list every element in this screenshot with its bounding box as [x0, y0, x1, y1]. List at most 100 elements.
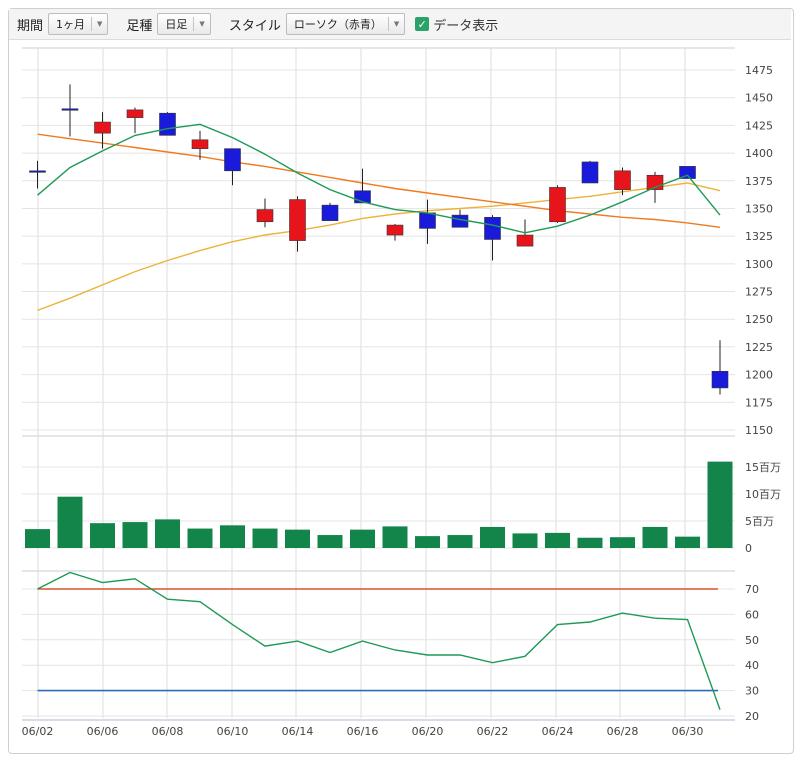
date-tick-label: 06/20	[412, 725, 444, 738]
volume-bar	[447, 535, 473, 548]
interval-select-value: 日足	[165, 18, 188, 31]
volume-tick-label: 10百万	[745, 488, 781, 501]
rsi-tick-label: 20	[745, 710, 759, 723]
volume-bar	[707, 461, 733, 548]
candle-body	[451, 214, 469, 228]
select-separator	[387, 17, 389, 31]
candle-body	[614, 170, 631, 190]
volume-bar	[57, 496, 83, 548]
show-data-label[interactable]: データ表示	[433, 18, 499, 34]
volume-bar	[512, 533, 538, 548]
date-tick-label: 06/08	[152, 725, 184, 738]
volume-bar	[25, 529, 50, 548]
volume-bar	[577, 537, 603, 548]
interval-label: 足種	[126, 18, 153, 34]
style-select[interactable]: ローソク（赤青） ▼	[285, 13, 406, 35]
date-tick-label: 06/24	[542, 725, 574, 738]
candle-body	[321, 204, 339, 221]
chart-panel	[8, 8, 794, 754]
candle-body	[419, 212, 436, 229]
volume-tick-label: 0	[745, 542, 752, 555]
price-tick-label: 1250	[745, 313, 773, 326]
price-tick-label: 1175	[745, 396, 773, 409]
price-tick-label: 1300	[745, 258, 773, 271]
rsi-tick-label: 30	[745, 685, 759, 698]
volume-tick-label: 15百万	[745, 461, 781, 474]
candle-body	[679, 166, 696, 179]
candle-body	[224, 148, 241, 172]
checkmark-icon: ✓	[417, 17, 427, 31]
price-tick-label: 1350	[745, 202, 773, 215]
candle-body	[94, 121, 111, 134]
candle-body	[126, 109, 144, 118]
period-select[interactable]: 1ヶ月 ▼	[48, 13, 109, 35]
candle-body	[516, 234, 534, 247]
candle-body	[289, 199, 306, 241]
select-separator	[91, 17, 93, 31]
price-tick-label: 1450	[745, 92, 773, 105]
rsi-tick-label: 60	[745, 608, 759, 621]
candle-body	[581, 161, 599, 184]
volume-bar	[122, 522, 148, 548]
moving-average-long-line	[37, 182, 721, 312]
date-tick-label: 06/02	[22, 725, 54, 738]
style-label: スタイル	[228, 18, 281, 34]
price-tick-label: 1425	[745, 119, 773, 132]
volume-bar	[415, 536, 440, 548]
candle-body	[386, 224, 404, 236]
volume-bar	[285, 529, 310, 548]
price-tick-label: 1325	[745, 230, 773, 243]
moving-average-mid-line	[37, 133, 721, 228]
date-tick-label: 06/16	[347, 725, 379, 738]
price-tick-label: 1150	[745, 424, 773, 437]
date-tick-label: 06/14	[282, 725, 314, 738]
volume-bar	[382, 526, 408, 548]
date-tick-label: 06/22	[477, 725, 509, 738]
candle-body	[159, 112, 176, 136]
volume-bar	[252, 528, 278, 548]
chevron-down-icon: ▼	[199, 20, 205, 28]
candle-body	[711, 370, 729, 389]
candle-body	[61, 108, 79, 111]
volume-bar	[610, 537, 635, 548]
price-tick-label: 1375	[745, 175, 773, 188]
interval-select[interactable]: 日足 ▼	[157, 13, 211, 35]
candle-body	[29, 170, 46, 173]
price-tick-label: 1475	[745, 64, 773, 77]
price-tick-label: 1200	[745, 369, 773, 382]
period-label: 期間	[17, 18, 44, 34]
date-tick-label: 06/30	[672, 725, 704, 738]
candle-body	[549, 187, 566, 223]
volume-bar	[350, 529, 375, 548]
volume-bar	[675, 536, 700, 548]
select-separator	[193, 17, 195, 31]
rsi-tick-label: 50	[745, 634, 759, 647]
moving-average-short-line	[37, 123, 721, 234]
price-tick-label: 1275	[745, 286, 773, 299]
rsi-tick-label: 70	[745, 583, 759, 596]
volume-tick-label: 5百万	[745, 515, 774, 528]
volume-bar	[220, 525, 245, 548]
volume-bar	[317, 535, 343, 548]
date-tick-label: 06/06	[87, 725, 119, 738]
candle-body	[191, 139, 209, 149]
period-select-value: 1ヶ月	[56, 18, 86, 31]
volume-bar	[642, 526, 668, 548]
candle-body	[256, 209, 274, 223]
show-data-checkbox[interactable]: ✓	[415, 17, 430, 31]
chevron-down-icon: ▼	[97, 20, 103, 28]
rsi-tick-label: 40	[745, 659, 759, 672]
volume-bar	[545, 532, 570, 548]
volume-bar	[155, 519, 180, 548]
price-tick-label: 1400	[745, 147, 773, 160]
candle-body	[484, 217, 501, 240]
date-tick-label: 06/10	[217, 725, 249, 738]
date-tick-label: 06/28	[607, 725, 639, 738]
toolbar: 期間 1ヶ月 ▼ 足種 日足 ▼ スタイル ローソク（赤青） ▼ ✓ データ表示	[9, 9, 791, 40]
chevron-down-icon: ▼	[393, 20, 400, 28]
volume-bar	[187, 528, 213, 548]
rsi-line	[37, 571, 721, 710]
style-select-value: ローソク（赤青）	[293, 18, 382, 31]
volume-bar	[480, 526, 505, 548]
